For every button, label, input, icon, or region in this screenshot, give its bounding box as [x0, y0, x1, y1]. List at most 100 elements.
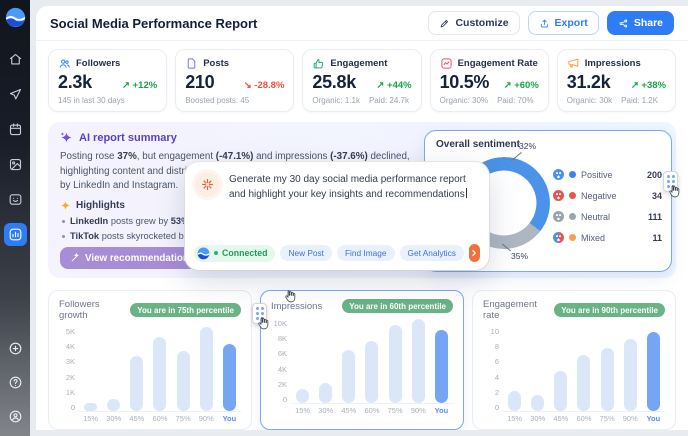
stat-subtext: 145 in last 30 days — [58, 96, 125, 105]
legend-dot — [569, 234, 576, 241]
stat-label: Engagement Rate — [457, 58, 538, 69]
donut-label-positive: 32% — [519, 141, 537, 151]
sidebar-item-media[interactable] — [4, 153, 27, 176]
customize-label: Customize — [455, 17, 509, 29]
bar-you — [646, 332, 660, 411]
legend-label: Positive — [581, 169, 613, 180]
y-tick-label: 6 — [494, 357, 499, 367]
share-icon — [618, 18, 629, 29]
y-tick-label: 4K — [277, 364, 287, 374]
share-button[interactable]: Share — [606, 11, 674, 35]
x-tick-label: 90% — [198, 414, 214, 423]
x-tick-label: 60% — [364, 406, 380, 415]
stat-value: 10.5% — [439, 72, 490, 92]
bar — [600, 348, 614, 411]
bar — [531, 395, 545, 411]
bar — [554, 370, 568, 411]
sidebar-item-add[interactable] — [4, 337, 27, 360]
ai-prompt-card[interactable]: Generate my 30 day social media performa… — [185, 162, 489, 270]
y-tick-label: 4 — [494, 372, 499, 382]
stat-subtext: Organic: 1.1k — [312, 96, 360, 105]
sidebar-item-help[interactable] — [4, 371, 27, 394]
customize-button[interactable]: Customize — [428, 11, 520, 35]
x-tick-label: 45% — [129, 414, 145, 423]
x-tick-label: 90% — [410, 406, 426, 415]
sidebar-item-analytics[interactable] — [3, 223, 27, 246]
sidebar-item-account[interactable] — [4, 405, 27, 428]
find-image-pill[interactable]: Find Image — [336, 245, 395, 261]
sidebar-item-schedule[interactable] — [4, 118, 27, 141]
x-tick-label: 30% — [106, 414, 122, 423]
x-tick-label: You — [646, 414, 661, 423]
export-icon — [539, 18, 550, 29]
grab-cursor-icon — [667, 184, 682, 199]
image-icon — [8, 157, 23, 172]
send-icon — [8, 87, 23, 102]
trend-badge: ↘ -28.8% — [243, 80, 285, 91]
bar — [199, 327, 213, 411]
chart-card-impressions[interactable]: Impressions You are in 60th percentile 1… — [260, 290, 464, 430]
users-icon — [58, 57, 71, 70]
chart-card-engagement-rate[interactable]: Engagement rate You are in 90th percenti… — [472, 290, 676, 430]
stat-card-posts: Posts 210 ↘ -28.8% Boosted posts: 45 — [175, 49, 295, 112]
positive-face-icon — [553, 169, 564, 180]
chart-card-followers-growth[interactable]: Followers growth You are in 75th percent… — [48, 290, 252, 430]
stat-subtext: Paid: 24.7k — [368, 96, 409, 105]
legend-value: 11 — [652, 232, 662, 243]
export-button[interactable]: Export — [527, 11, 599, 35]
ai-summary-title: AI report summary — [79, 131, 177, 144]
stat-card-engagement-rate: Engagement Rate 10.5% ↗ +60% Organic: 30% Pa… — [429, 49, 549, 112]
y-tick-label: 2K — [277, 379, 287, 389]
topbar: Social Media Performance Report Customiz… — [36, 6, 688, 41]
legend-row-negative: Negative 34 — [553, 185, 662, 206]
bar — [153, 337, 167, 411]
y-tick-label: 8 — [494, 342, 499, 352]
stat-card-engagement: Engagement 25.8k ↗ +44% Organic: 1.1k Paid: … — [302, 49, 422, 112]
stat-card-followers: Followers 2.3k ↗ +12% 145 in last 30 days — [48, 49, 168, 112]
highlights-title-row: Highlights — [60, 200, 664, 211]
chat-face-icon — [8, 192, 23, 207]
sidebar-nav — [3, 48, 27, 246]
y-tick-label: 0 — [494, 402, 499, 412]
post-icon — [185, 57, 198, 70]
legend-label: Negative — [581, 190, 617, 201]
neutral-face-icon — [553, 211, 564, 222]
prompt-input[interactable]: Generate my 30 day social media performa… — [229, 172, 479, 202]
wand-sparkle-icon — [70, 253, 80, 263]
view-recommendations-button[interactable]: View recommendations — [60, 247, 205, 269]
user-circle-icon — [8, 409, 23, 424]
x-tick-label: 45% — [341, 406, 357, 415]
bar-plot — [503, 327, 665, 412]
bar — [296, 388, 310, 403]
y-tick-label: 2 — [494, 387, 499, 397]
new-post-pill[interactable]: New Post — [280, 245, 332, 261]
brand-logo[interactable] — [5, 7, 26, 28]
prompt-actions: Connected New Post Find Image Get Analytic… — [194, 244, 480, 262]
sidebar-item-engage[interactable] — [4, 188, 27, 211]
y-tick-label: 8K — [277, 334, 287, 344]
send-button[interactable] — [468, 244, 480, 262]
get-analytics-pill[interactable]: Get Analytics — [399, 245, 464, 261]
ai-assistant-icon — [195, 172, 220, 197]
sidebar-item-home[interactable] — [4, 48, 27, 71]
chart-title: Engagement rate — [483, 299, 537, 321]
x-tick-label: 15% — [295, 406, 311, 415]
y-tick-label: 0 — [70, 402, 75, 412]
bar — [623, 338, 637, 411]
x-tick-label: 15% — [507, 414, 523, 423]
bar — [577, 354, 591, 411]
text-cursor — [465, 188, 467, 198]
sentiment-card[interactable]: Overall sentiment 32% 35% Positive 200 Neg… — [424, 130, 672, 272]
sidebar-item-publish[interactable] — [4, 83, 27, 106]
percentile-badge: You are in 60th percentile — [342, 299, 453, 313]
view-recommendations-label: View recommendations — [85, 252, 195, 264]
prompt-pills: New Post Find Image Get Analytics — [280, 245, 464, 261]
sidebar — [0, 0, 30, 436]
arrow-right-icon — [469, 248, 479, 258]
trend-badge: ↗ +12% — [122, 80, 158, 91]
legend-dot — [569, 213, 576, 220]
bar — [319, 382, 333, 403]
x-tick-label: You — [434, 406, 449, 415]
y-tick-label: 5K — [65, 327, 75, 336]
x-tick-label: 90% — [622, 414, 638, 423]
